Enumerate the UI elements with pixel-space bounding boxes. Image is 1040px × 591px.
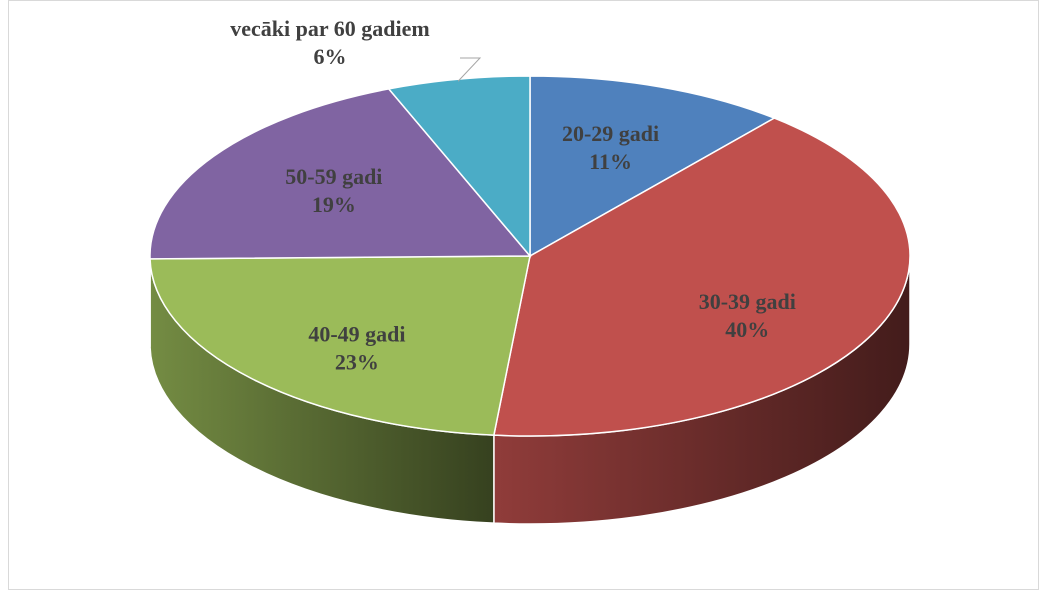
slice-label-value: 6% — [314, 44, 347, 69]
slice-label-value: 19% — [312, 192, 356, 217]
slice — [149, 88, 532, 260]
slice-label-value: 23% — [335, 350, 379, 375]
slice-label-value: 40% — [725, 317, 769, 342]
slice — [149, 255, 531, 436]
slice-label-name: 40-49 gadi — [308, 322, 405, 347]
slice-label-name: vecāki par 60 gadiem — [230, 16, 429, 41]
slice — [492, 117, 911, 437]
slice — [387, 75, 531, 259]
slice-label-name: 50-59 gadi — [285, 164, 382, 189]
pie-tops — [149, 75, 911, 437]
pie-labels: 20-29 gadi 11% 30-39 gadi 40% 40-49 gadi 23% 5… — [230, 16, 796, 375]
slice-label-value: 11% — [589, 149, 632, 174]
slice — [529, 75, 776, 258]
slice-label-name: 30-39 gadi — [699, 289, 796, 314]
leader-line — [457, 57, 482, 82]
slice-label-name: 20-29 gadi — [562, 121, 659, 146]
